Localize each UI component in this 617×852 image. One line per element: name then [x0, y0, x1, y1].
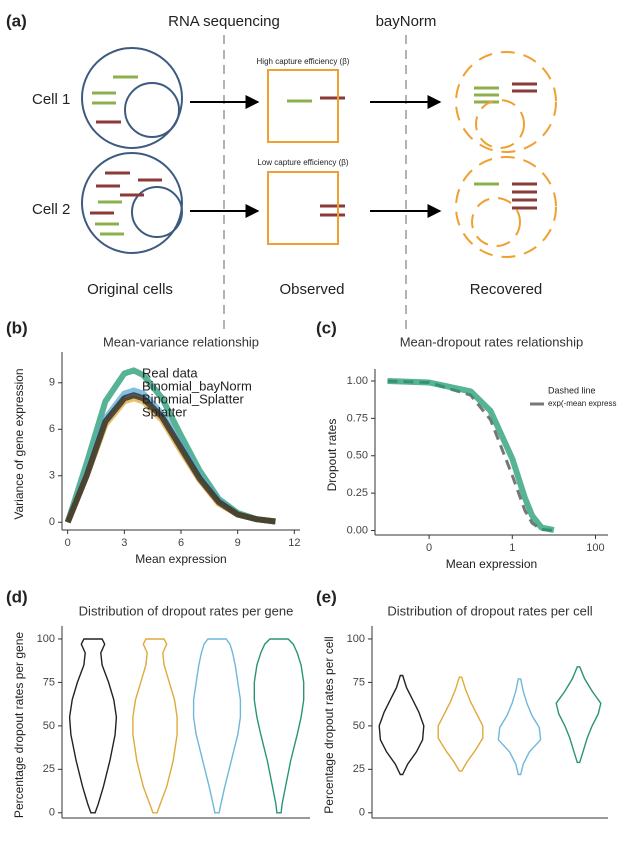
legend-label: Binomial_Splatter — [142, 391, 245, 406]
y-tick-label: 0.25 — [347, 487, 368, 499]
x-tick-label: 0 — [65, 537, 71, 549]
recovered-nucleus — [475, 99, 525, 149]
stage-label: Recovered — [470, 281, 543, 298]
x-axis-label: Mean expression — [446, 557, 537, 571]
y-tick-label: 0 — [49, 516, 55, 528]
observed-box — [267, 69, 339, 143]
y-tick-label: 75 — [353, 676, 365, 688]
panel-label: (b) — [6, 318, 28, 337]
efficiency-label: Low capture efficiency (β) — [257, 158, 348, 167]
legend-label: Binomial_bayNorm — [142, 378, 252, 393]
x-axis-label: Mean expression — [135, 552, 226, 566]
y-axis-label: Dropout rates — [325, 419, 339, 492]
y-tick-label: 100 — [347, 633, 365, 645]
y-tick-label: 6 — [49, 423, 55, 435]
cell-label: Cell 2 — [32, 201, 70, 218]
y-tick-label: 0.50 — [347, 450, 368, 462]
violin — [437, 676, 484, 772]
y-axis-label: Variance of gene expression — [12, 368, 26, 519]
cell — [81, 47, 183, 149]
column-title: bayNorm — [376, 13, 437, 30]
recovered-cell — [455, 156, 557, 258]
x-tick-label: 6 — [178, 537, 184, 549]
x-tick-label: 3 — [121, 537, 127, 549]
recovered-nucleus — [471, 197, 521, 247]
y-tick-label: 9 — [49, 377, 55, 389]
violin — [378, 674, 425, 776]
violin — [497, 678, 542, 776]
y-tick-label: 0.00 — [347, 524, 368, 536]
y-tick-label: 1.00 — [347, 375, 368, 387]
y-tick-label: 50 — [353, 720, 365, 732]
y-axis-label: Percentage dropout rates per gene — [12, 632, 26, 818]
panel-label: (e) — [316, 587, 337, 606]
chart-title: Distribution of dropout rates per cell — [387, 603, 592, 618]
panel-a: (a) RNA sequencing bayNorm Cell 1 Cell 2… — [6, 11, 557, 335]
y-tick-label: 100 — [37, 633, 55, 645]
series-line — [64, 392, 276, 525]
series-line — [387, 378, 555, 534]
violin — [132, 638, 178, 814]
y-tick-label: 25 — [43, 763, 55, 775]
panel-label: (a) — [6, 11, 27, 30]
y-tick-label: 0 — [49, 807, 55, 819]
panel-label: (d) — [6, 587, 28, 606]
nucleus — [124, 82, 180, 138]
legend-label: Splatter — [142, 404, 187, 419]
y-tick-label: 0.75 — [347, 412, 368, 424]
chart-title: Mean-dropout rates relationship — [400, 334, 584, 349]
x-tick-label: 9 — [235, 537, 241, 549]
stage-label: Observed — [279, 281, 344, 298]
violin — [192, 638, 242, 814]
y-tick-label: 25 — [353, 763, 365, 775]
cell — [81, 152, 183, 254]
y-tick-label: 75 — [43, 676, 55, 688]
cell-label: Cell 1 — [32, 91, 70, 108]
y-axis-label: Percentage dropout rates per cell — [322, 636, 336, 813]
column-title: RNA sequencing — [168, 13, 280, 30]
violin — [555, 666, 602, 764]
violin — [253, 638, 305, 814]
legend-label: Real data — [142, 365, 198, 380]
legend-title: Dashed line — [548, 385, 596, 395]
chart-title: Mean-variance relationship — [103, 334, 259, 349]
y-tick-label: 3 — [49, 470, 55, 482]
x-tick-label: 0 — [426, 542, 432, 554]
stage-label: Original cells — [87, 281, 173, 298]
legend-label: exp(-mean expression) — [548, 399, 617, 408]
panel-label: (c) — [316, 318, 337, 337]
recovered-cell — [455, 51, 557, 153]
y-tick-label: 0 — [359, 807, 365, 819]
y-tick-label: 50 — [43, 720, 55, 732]
transcripts — [90, 75, 537, 236]
x-tick-label: 12 — [288, 537, 300, 549]
chart-title: Distribution of dropout rates per gene — [79, 603, 294, 618]
observed-box — [267, 171, 339, 245]
violin — [68, 638, 118, 814]
efficiency-label: High capture efficiency (β) — [257, 57, 350, 66]
x-tick-label: 100 — [586, 542, 604, 554]
nucleus — [131, 186, 183, 238]
x-tick-label: 1 — [509, 542, 515, 554]
